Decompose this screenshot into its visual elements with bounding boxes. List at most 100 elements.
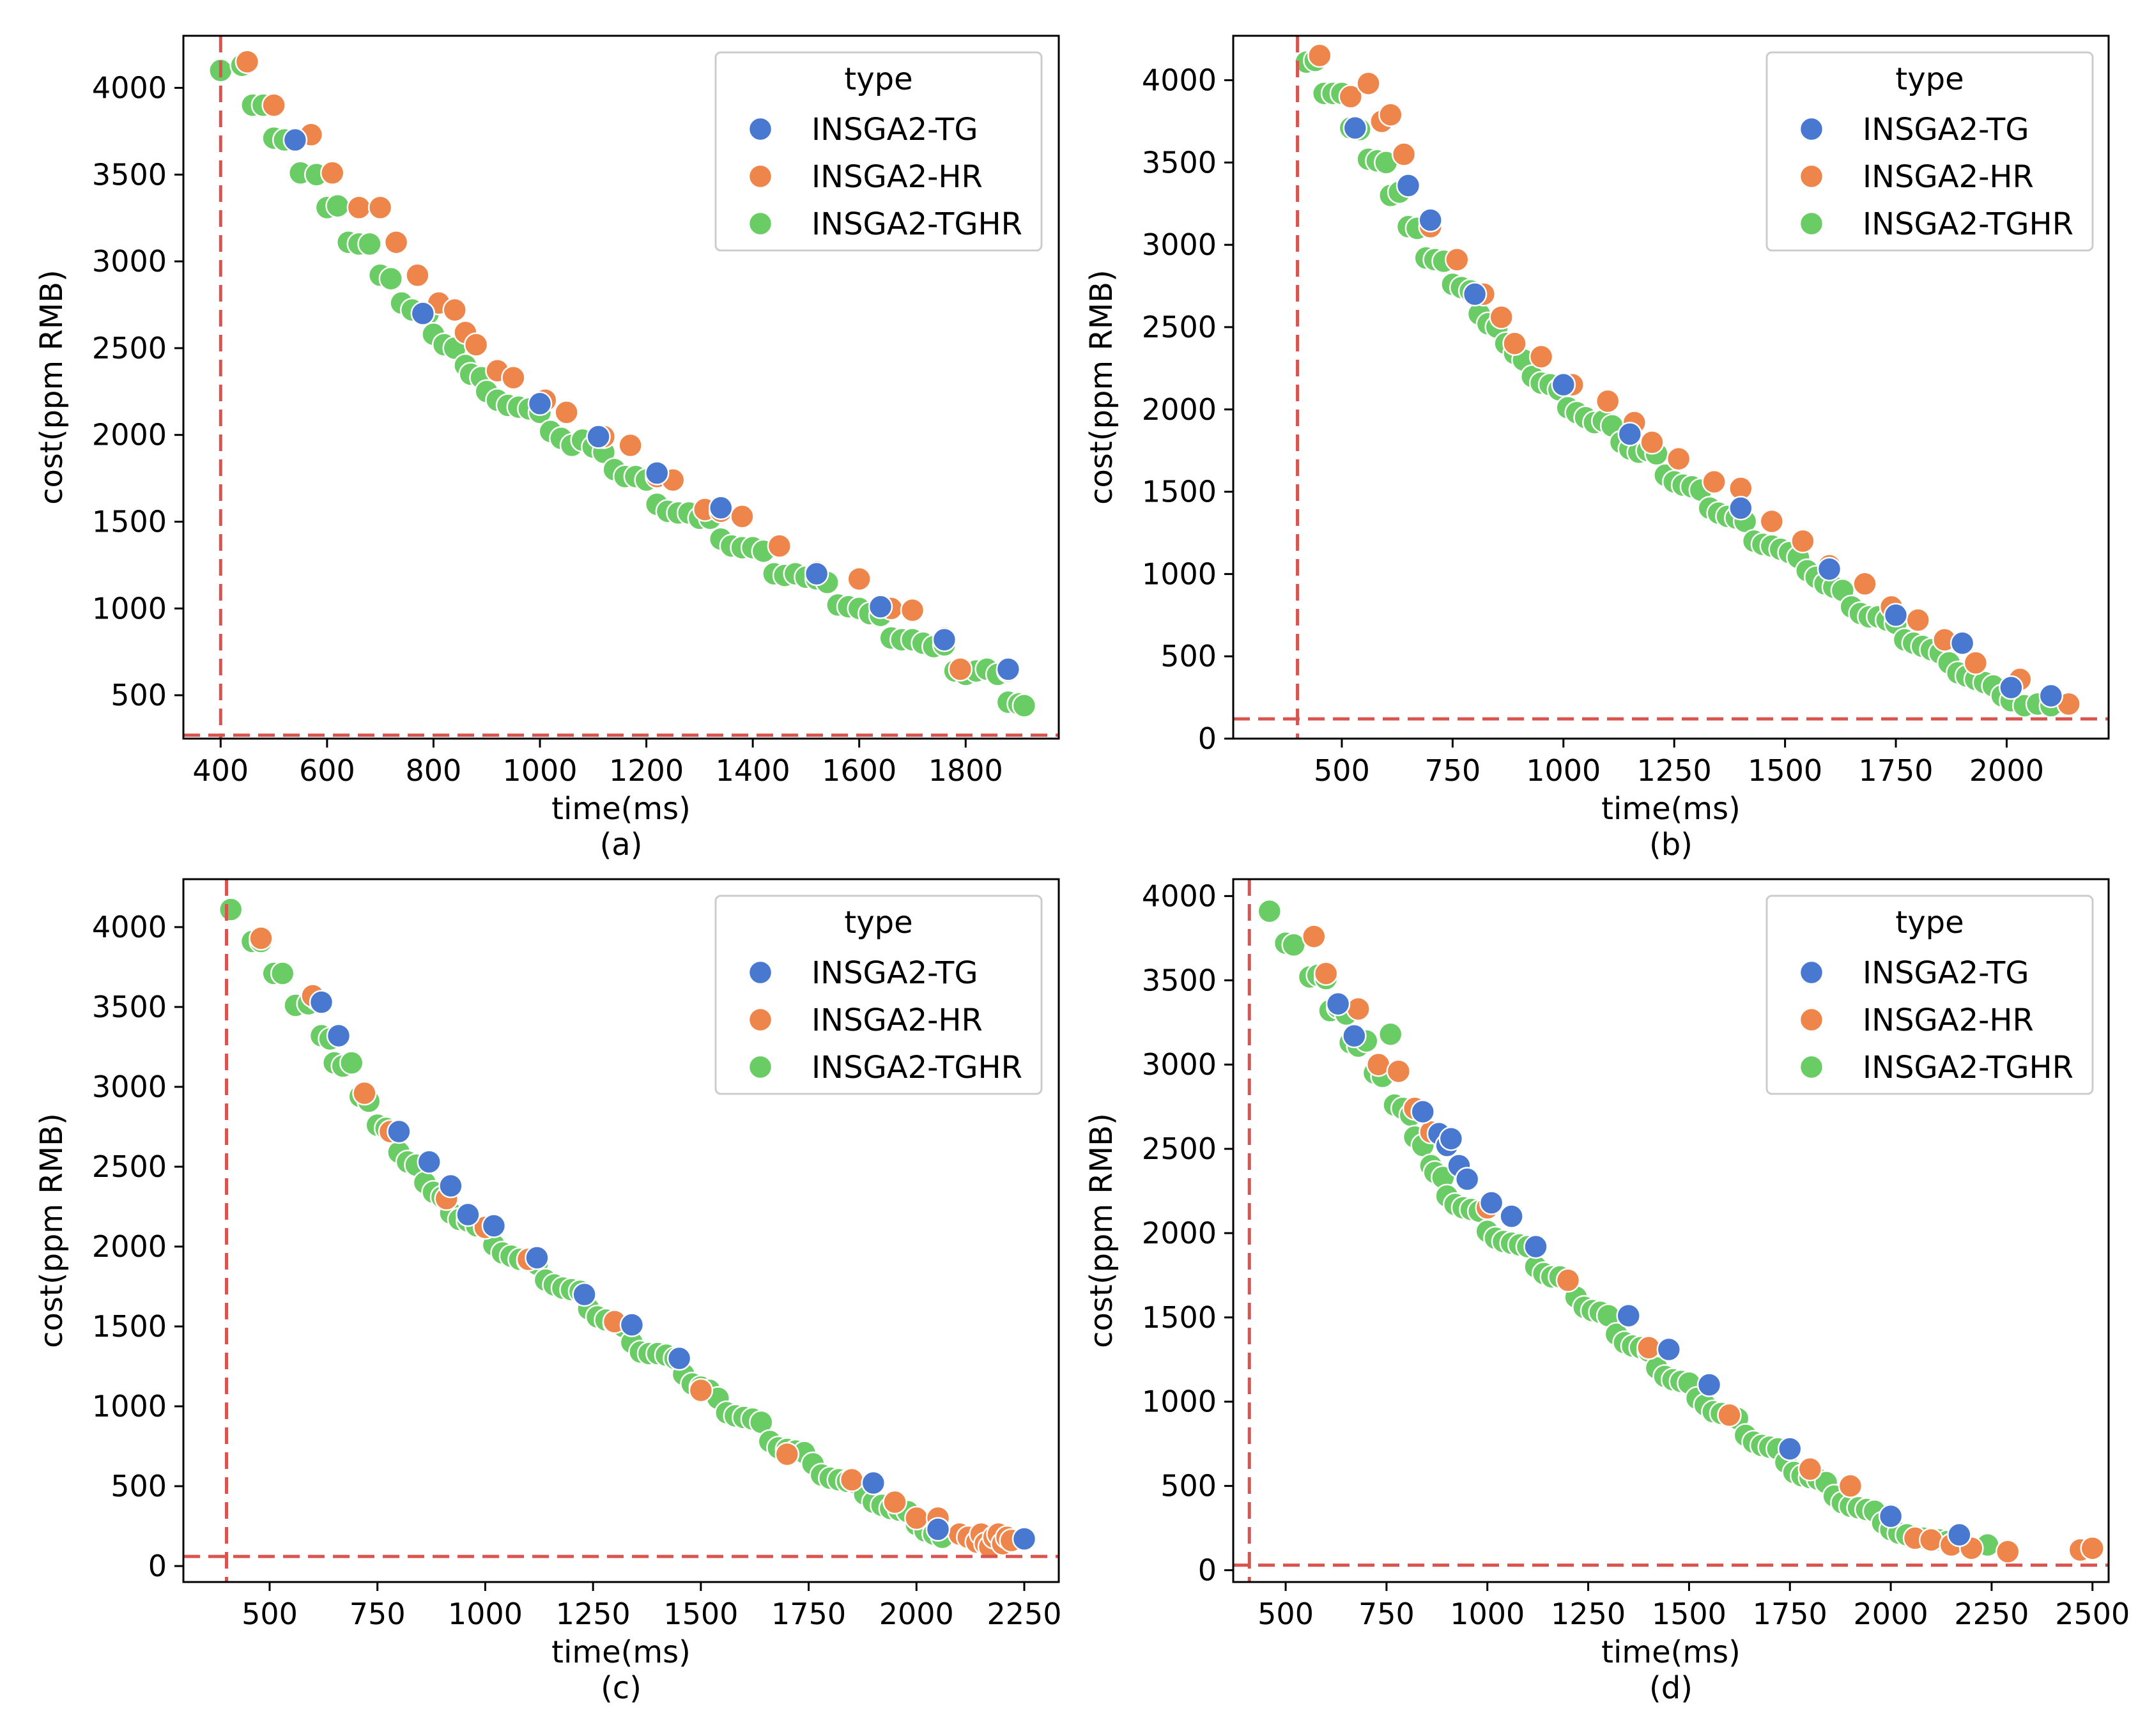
y-tick-label: 500 (111, 1469, 167, 1503)
plot-area-frame (1232, 878, 2110, 1583)
point-insga2-tg-10 (1523, 1234, 1548, 1259)
point-insga2-tg-5 (456, 1202, 481, 1227)
y-tick-label: 1000 (92, 1389, 167, 1424)
point-insga2-tg-4 (1551, 372, 1576, 397)
point-insga2-hr-11 (1528, 344, 1554, 369)
point-insga2-tg-3 (1462, 282, 1488, 307)
legend-marker-insga2-hr (748, 1007, 773, 1033)
y-tick-label: 2000 (92, 1229, 167, 1264)
scatter-points (208, 49, 1037, 718)
point-insga2-tg-7 (868, 594, 893, 619)
x-tick-label: 1600 (822, 753, 896, 788)
y-tick-label: 500 (1160, 1469, 1217, 1503)
point-insga2-hr-7 (405, 263, 430, 288)
x-tick-label: 500 (1314, 753, 1370, 788)
point-insga2-hr-4 (1386, 1059, 1411, 1084)
point-insga2-tg-2 (1410, 1099, 1435, 1125)
point-insga2-hr-19 (1759, 509, 1785, 534)
y-tick-label: 0 (1198, 721, 1217, 756)
x-tick-label: 1000 (502, 753, 577, 788)
point-insga2-hr-19 (2080, 1535, 2105, 1561)
point-insga2-tg-1 (326, 1023, 351, 1049)
point-insga2-tg-7 (1454, 1167, 1480, 1192)
scatter-points (218, 897, 1037, 1560)
plot-area-frame (182, 35, 1060, 740)
point-insga2-hr-10 (1502, 331, 1527, 356)
x-tick-label: 1750 (771, 1597, 846, 1631)
x-tick-label: 1000 (448, 1597, 523, 1631)
point-insga2-hr-29 (948, 657, 973, 682)
x-tick-label: 750 (350, 1597, 406, 1631)
legend-title: type (844, 905, 912, 941)
point-insga2-tghr-9 (325, 193, 350, 219)
panel-caption: (a) (600, 827, 643, 863)
point-insga2-tg-8 (932, 627, 957, 652)
point-insga2-hr-9 (774, 1441, 800, 1467)
x-tick-label: 500 (242, 1597, 298, 1631)
x-tick-label: 1000 (1450, 1597, 1525, 1631)
legend-marker-insga2-tghr (748, 1054, 773, 1080)
point-insga2-tg-11 (861, 1470, 886, 1496)
plot-area-frame (1232, 35, 2110, 740)
point-insga2-tg-6 (481, 1213, 507, 1238)
point-insga2-tg-13 (1011, 1526, 1037, 1551)
legend-marker-insga2-tghr (748, 211, 773, 236)
point-insga2-hr-4 (346, 195, 372, 220)
y-tick-label: 3000 (92, 1070, 167, 1104)
point-insga2-hr-22 (730, 504, 755, 529)
point-insga2-tg-5 (1617, 422, 1643, 447)
x-tick-label: 750 (1358, 1597, 1415, 1631)
point-insga2-tg-0 (1342, 116, 1368, 141)
point-insga2-tg-0 (282, 127, 308, 153)
x-tick-label: 800 (406, 753, 462, 788)
chart-panel-3: 500 750 1000 1250 1500 1750 2000 2250 0 500 1000 15… (34, 878, 1062, 1706)
point-insga2-tg-1 (1342, 1024, 1367, 1049)
x-tick-label: 2250 (987, 1597, 1061, 1631)
y-tick-label: 1000 (1142, 1385, 1217, 1419)
point-insga2-tg-8 (1479, 1190, 1504, 1215)
point-insga2-hr-12 (882, 1489, 907, 1515)
y-tick-label: 3500 (92, 157, 167, 192)
y-tick-label: 2000 (1142, 1216, 1217, 1250)
scatter-points (1294, 43, 2081, 718)
legend-frame (714, 51, 1043, 252)
point-insga2-tghr-14 (1378, 1022, 1403, 1047)
y-tick-label: 2500 (92, 1149, 167, 1184)
point-insga2-tghr-4 (270, 961, 295, 986)
point-insga2-tghr-12 (357, 231, 382, 257)
legend-title: type (1895, 61, 1964, 97)
y-tick-label: 1500 (92, 504, 167, 539)
x-tick-label: 1500 (663, 1597, 738, 1631)
panel-caption: (d) (1649, 1670, 1693, 1706)
point-insga2-tg-2 (527, 391, 553, 417)
legend-title: type (1895, 905, 1964, 941)
point-insga2-hr-5 (367, 195, 393, 220)
point-insga2-hr-0 (1302, 924, 1327, 949)
y-tick-label: 1500 (1142, 1300, 1217, 1335)
legend-frame (1765, 895, 2094, 1095)
point-insga2-hr-15 (554, 400, 579, 425)
point-insga2-hr-9 (1489, 305, 1514, 330)
legend-frame (1765, 51, 2094, 252)
point-insga2-hr-0 (249, 926, 273, 951)
x-tick-label: 1200 (609, 753, 684, 788)
point-insga2-tg-14 (1777, 1436, 1803, 1461)
x-tick-label: 1250 (1551, 1597, 1626, 1631)
panel-caption: (c) (601, 1670, 642, 1706)
x-tick-label: 1000 (1526, 753, 1601, 788)
point-insga2-tg-4 (644, 461, 670, 486)
x-tick-label: 1800 (928, 753, 1003, 788)
point-insga2-hr-5 (1391, 142, 1417, 167)
panel-caption: (b) (1649, 827, 1693, 863)
x-tick-label: 400 (192, 753, 249, 788)
point-insga2-tg-5 (1438, 1126, 1464, 1151)
point-insga2-hr-14 (1918, 1527, 1944, 1553)
y-tick-label: 1500 (92, 1309, 167, 1344)
point-insga2-tg-3 (417, 1149, 442, 1174)
y-tick-label: 4000 (92, 910, 167, 944)
x-tick-label: 1500 (1652, 1597, 1727, 1631)
x-axis-label: time(ms) (551, 791, 691, 827)
point-insga2-tg-13 (1696, 1372, 1722, 1397)
plot-area-frame (182, 878, 1060, 1583)
point-insga2-hr-11 (463, 332, 489, 357)
